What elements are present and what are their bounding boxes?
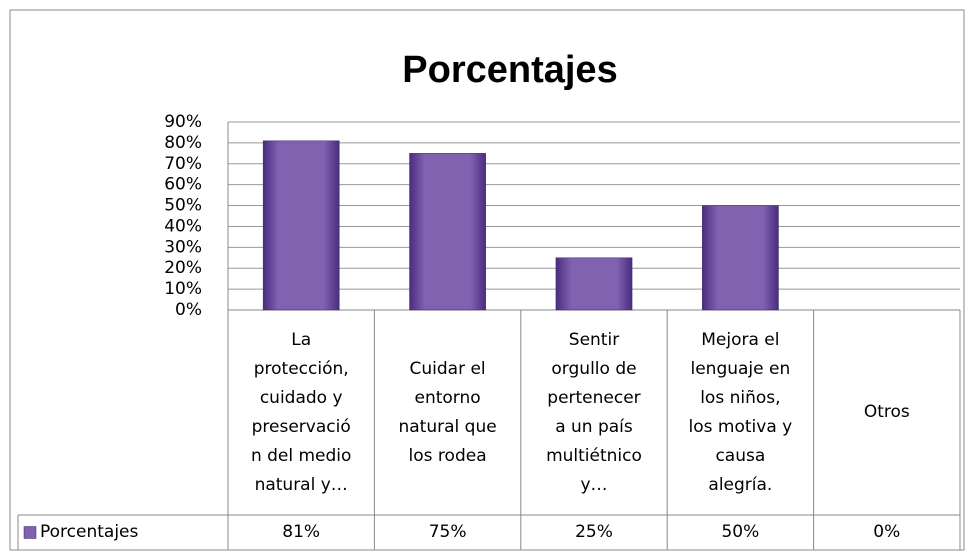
bar: [262, 140, 340, 311]
legend-swatch: [23, 526, 37, 539]
y-tick-label: 70%: [164, 154, 202, 174]
bar: [702, 205, 779, 311]
chart-title: Porcentajes: [402, 49, 617, 91]
y-tick-label: 0%: [175, 300, 202, 320]
value-label: 81%: [282, 522, 321, 542]
y-tick-label: 40%: [164, 216, 202, 236]
category-label: Mejora el lenguaje en los niños, los mot…: [688, 329, 793, 495]
value-label: 50%: [721, 522, 760, 542]
value-label: 25%: [575, 522, 613, 542]
y-tick-label: 10%: [164, 279, 202, 299]
category-label: Cuidar el entorno natural que los rodea: [398, 358, 497, 466]
y-tick-label: 30%: [164, 237, 202, 257]
y-tick-label: 60%: [164, 175, 202, 195]
bar: [409, 153, 486, 311]
category-label: La protección, cuidado y preservació n d…: [250, 329, 352, 495]
legend-label: Porcentajes: [40, 522, 139, 542]
y-tick-label: 80%: [164, 133, 202, 153]
y-tick-label: 90%: [164, 112, 202, 132]
value-label: 75%: [428, 522, 467, 542]
value-label: 0%: [873, 522, 901, 542]
category-label: Sentir orgullo de pertenecer a un país m…: [546, 329, 642, 495]
y-tick-label: 20%: [164, 258, 202, 278]
bar: [555, 257, 633, 311]
category-label: Otros: [863, 402, 910, 422]
y-tick-label: 50%: [164, 196, 202, 216]
